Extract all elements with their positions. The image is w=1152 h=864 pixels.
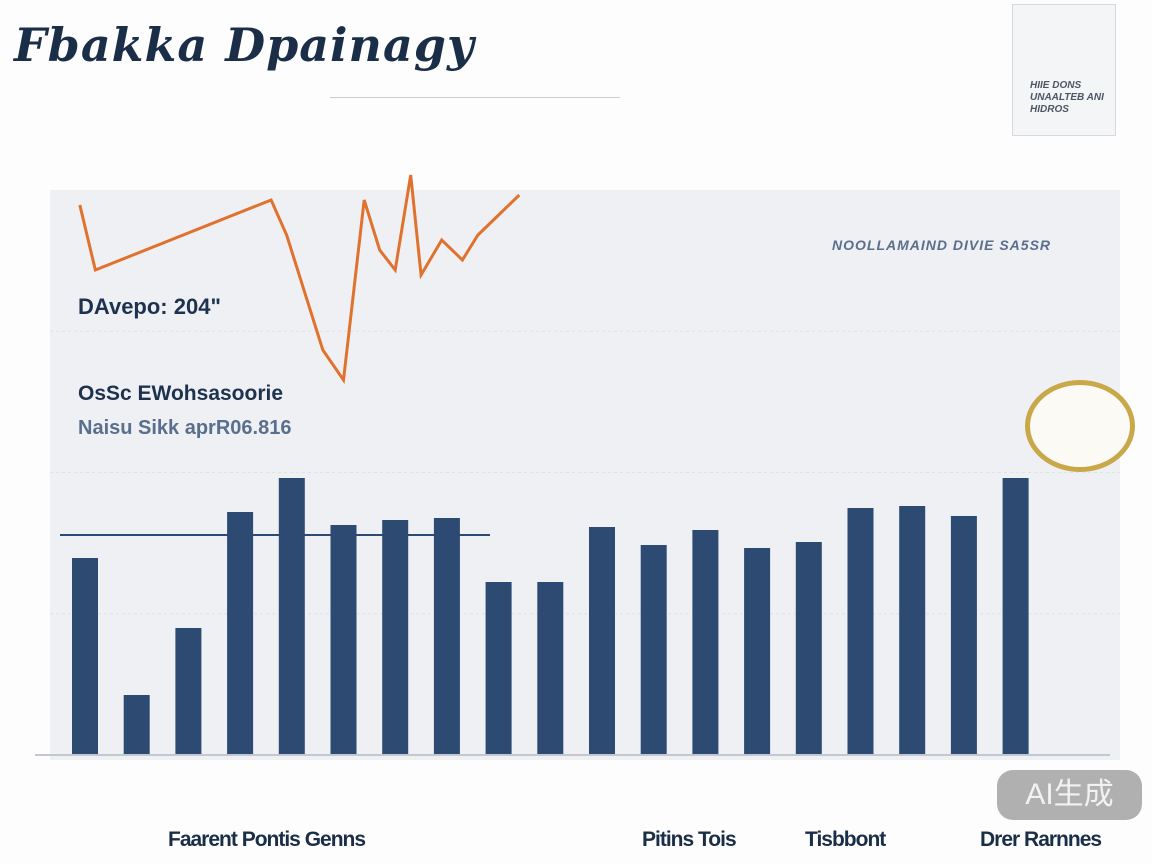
bar (692, 530, 719, 755)
bar (899, 506, 926, 755)
clock-icon (1025, 380, 1135, 472)
bar (382, 520, 409, 755)
bar (640, 545, 667, 755)
bar (485, 582, 512, 755)
bar (537, 582, 564, 755)
x-tick-label: Drer Rarnnes (980, 828, 1102, 851)
bar (123, 695, 150, 755)
stat-line-1: DAvepo: 204" (78, 294, 221, 319)
ai-generated-badge: AI生成 (997, 770, 1142, 820)
overlay-line (78, 174, 521, 385)
bar (795, 542, 822, 755)
bar (433, 518, 460, 755)
x-tick-label: Faarent Pontis Genns (168, 828, 366, 851)
bar (1002, 478, 1029, 755)
x-tick-label: Pitins Tois (642, 828, 737, 851)
bar (227, 512, 254, 755)
x-tick-label: Tisbbont (805, 828, 886, 851)
bar (589, 527, 615, 755)
chart-title: Fbakka Dpainagy (14, 18, 475, 72)
info-card (1012, 4, 1116, 136)
bar (330, 525, 357, 755)
bar (175, 628, 202, 755)
bar (278, 478, 305, 755)
title-divider (330, 97, 620, 98)
bar (950, 516, 977, 755)
stat-line-3: Naisu Sikk aprR06.816 (78, 417, 292, 439)
stat-line-2: OsSc EWohsasoorie (78, 382, 284, 405)
chart-annotation: NOOLLAMAIND DIVIE SA5SR (832, 237, 1052, 253)
bar (744, 548, 771, 755)
bar (72, 558, 98, 755)
bar (847, 508, 874, 755)
info-card-text: HIIE DONS UNAALTEB ANI HIDROS (1030, 80, 1104, 115)
